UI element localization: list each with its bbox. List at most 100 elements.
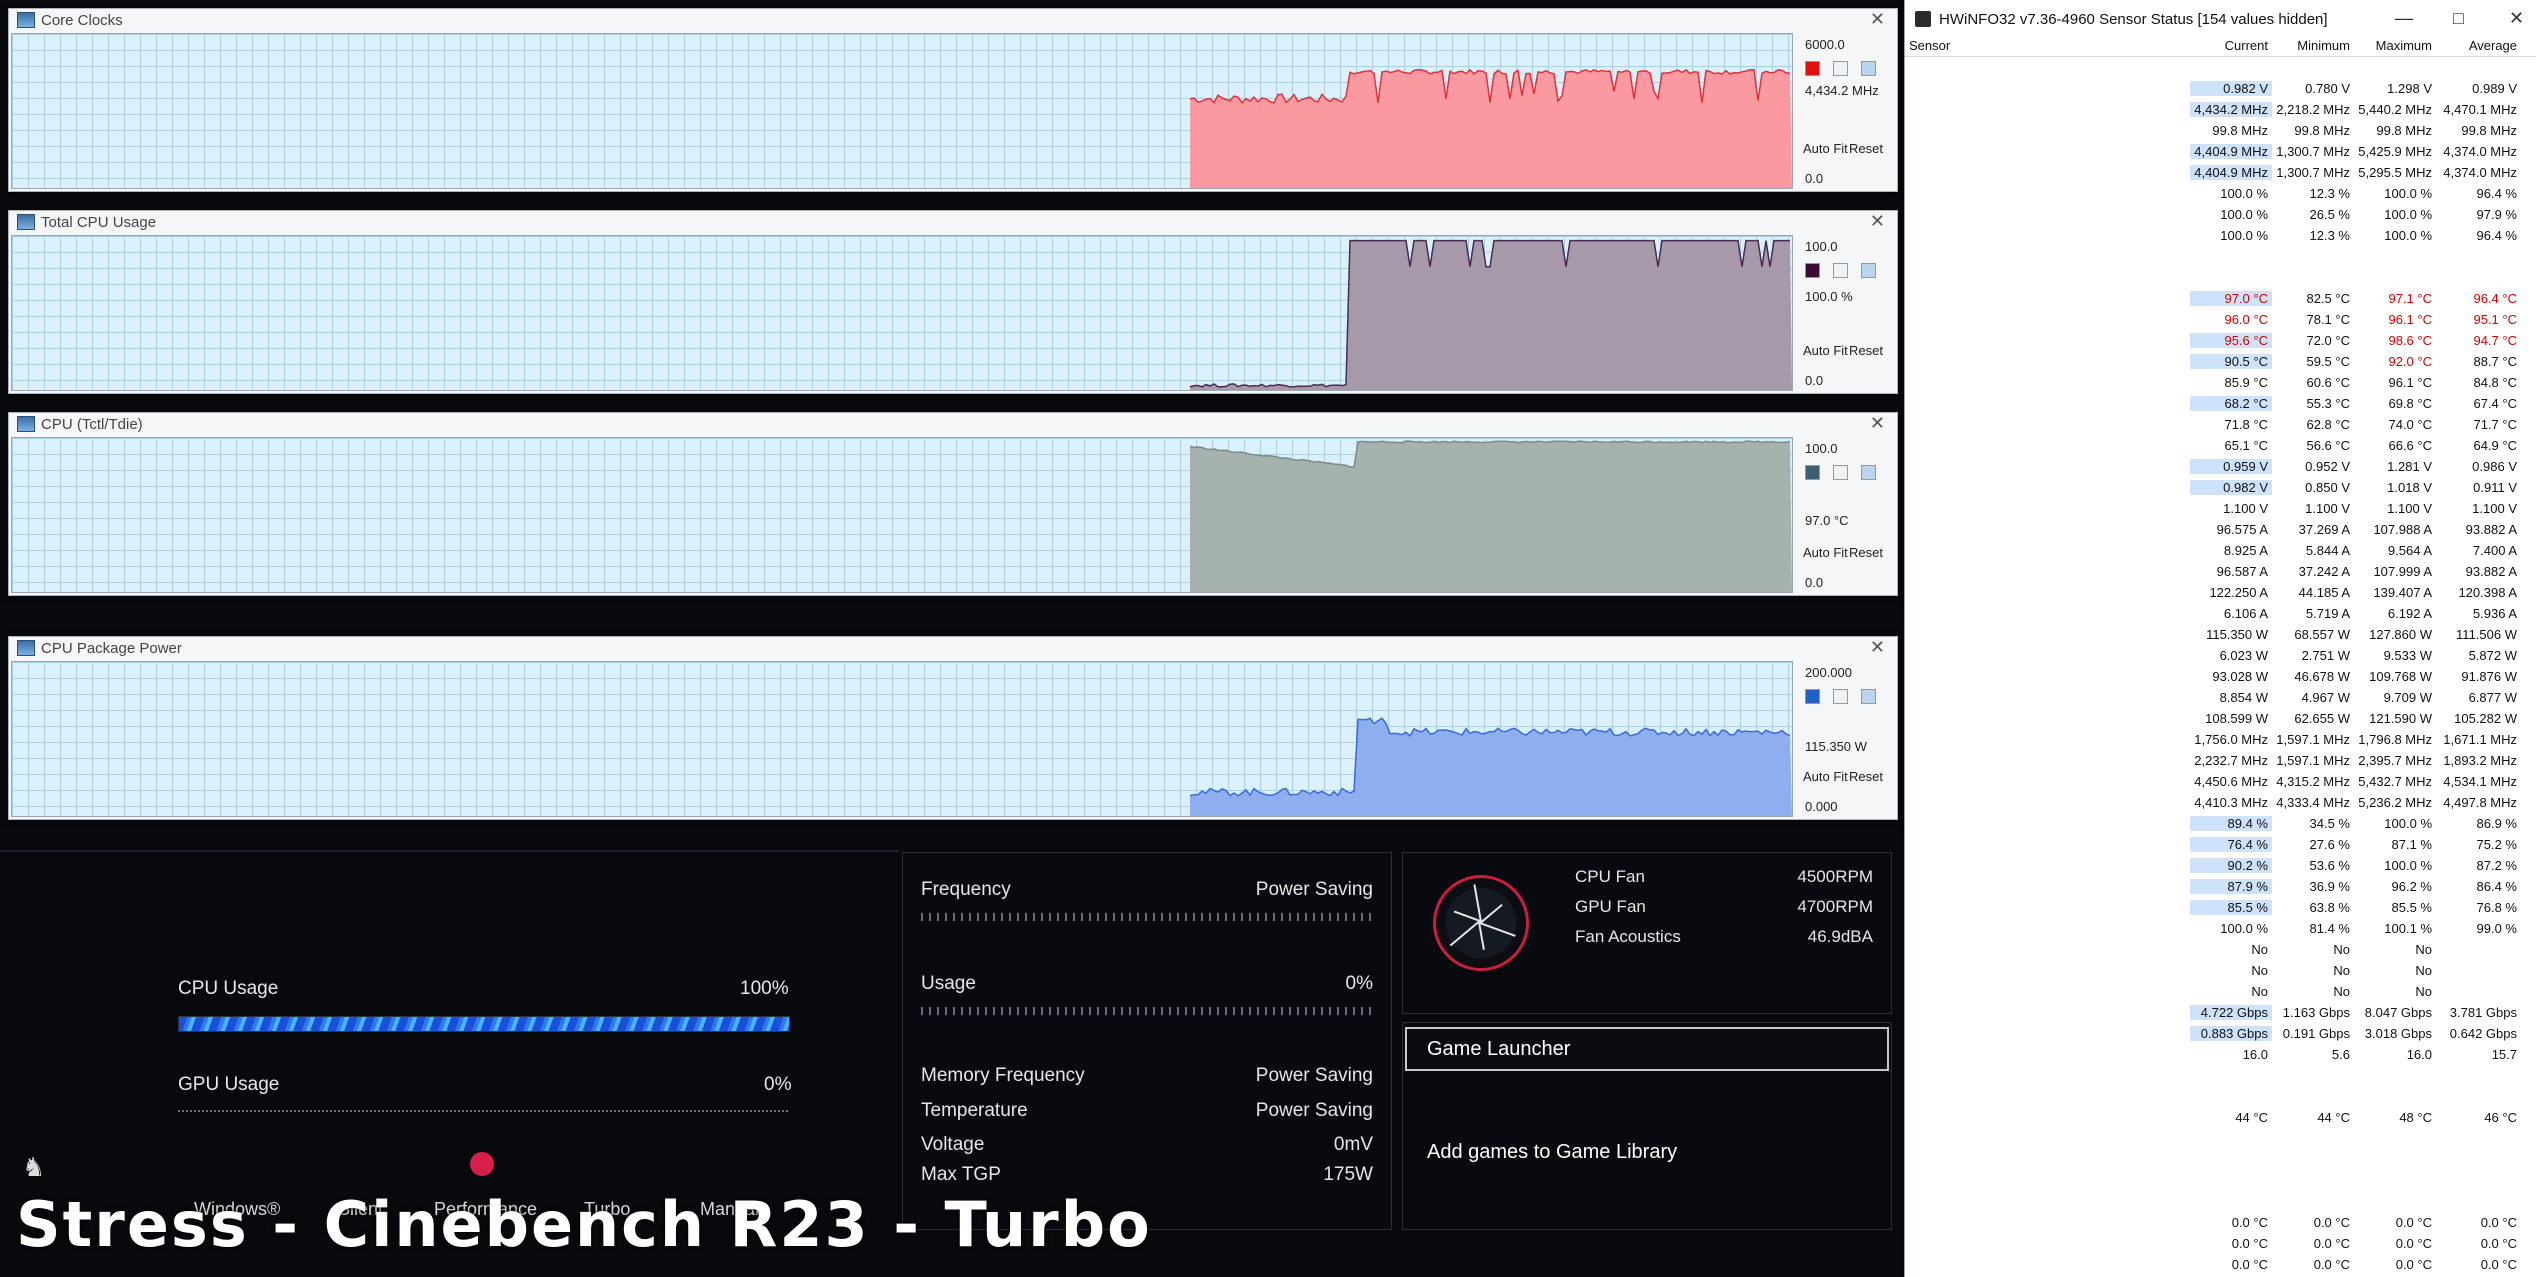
graph-titlebar[interactable]: Core Clocks ✕ [9, 9, 1897, 31]
graph-window[interactable]: Total CPU Usage ✕ 100.0 100.0 % Auto Fit Rese… [8, 210, 1898, 394]
sensor-row[interactable]: Memory Controller Clock (UCLK)2,232.7 MH… [1905, 750, 2536, 771]
close-icon[interactable]: ✕ [1869, 9, 1885, 29]
sensor-row[interactable]: ❯Core VIDs0.982 V0.780 V1.298 V0.989 V [1905, 78, 2536, 99]
auto-fit-button[interactable]: Auto Fit [1803, 141, 1848, 156]
series-color-swatch[interactable] [1805, 61, 1820, 76]
sensor-row[interactable]: CPU IOD Hotspot71.8 °C62.8 °C74.0 °C71.7… [1905, 414, 2536, 435]
sensor-row[interactable]: CPU IOD Average65.1 °C56.6 °C66.6 °C64.9… [1905, 435, 2536, 456]
sensor-row[interactable]: ❯Core Effective Clocks4,404.9 MHz1,300.7… [1905, 141, 2536, 162]
sensor-row[interactable]: CPU EDC Limit76.4 %27.6 %87.1 %75.2 % [1905, 834, 2536, 855]
sensor-row[interactable]: CPU SoC Power (SVI3 TFN)8.854 W4.967 W9.… [1905, 687, 2536, 708]
auto-fit-button[interactable]: Auto Fit [1803, 343, 1848, 358]
mode-performance[interactable]: Performance [434, 1199, 538, 1219]
sensor-list[interactable]: ❮CPU [#0]: AMD Ryzen 9 7945HX❯Core VIDs0… [1905, 57, 2536, 1275]
column-sensor[interactable]: Sensor [1909, 38, 1951, 53]
sensor-row[interactable]: CPU PPT SLOW Limit87.9 %36.9 %96.2 %86.4… [1905, 876, 2536, 897]
sensor-row[interactable]: CPU VDDCR_VDD Voltage (SVI3 TFN)0.959 V0… [1905, 456, 2536, 477]
swatch-white-icon[interactable] [1833, 465, 1848, 480]
graph-titlebar[interactable]: CPU Package Power ✕ [9, 637, 1897, 659]
sensor-row[interactable]: ❯Core Powers6.023 W2.751 W9.533 W5.872 W [1905, 645, 2536, 666]
sensor-row[interactable]: GPU Hot Spot Temperature0.0 °C0.0 °C0.0 … [1905, 1254, 2536, 1275]
swatch-blue-icon[interactable] [1861, 61, 1876, 76]
sensor-row[interactable]: Average Active Core Count16.05.616.015.7 [1905, 1044, 2536, 1065]
series-color-swatch[interactable] [1805, 689, 1820, 704]
mode-turbo[interactable]: Turbo [584, 1199, 631, 1219]
sensor-row[interactable]: ❯Core Temperatures85.9 °C60.6 °C96.1 °C8… [1905, 372, 2536, 393]
column-maximum[interactable]: Maximum [2375, 38, 2432, 53]
swatch-blue-icon[interactable] [1861, 465, 1876, 480]
close-icon[interactable]: ✕ [1869, 413, 1885, 433]
sensor-group-row[interactable]: ❮GPU [#0]: NVIDIA GeForce RTX 4090 L... [1905, 1191, 2536, 1212]
minimize-icon[interactable]: — [2395, 8, 2413, 28]
mode-manual[interactable]: Manual [700, 1199, 760, 1219]
swatch-blue-icon[interactable] [1861, 689, 1876, 704]
swatch-white-icon[interactable] [1833, 689, 1848, 704]
sensor-row[interactable]: CPU CCD1 (Tdie)95.6 °C72.0 °C98.6 °C94.7… [1905, 330, 2536, 351]
sensor-row[interactable]: Frequency Limit - Global4,410.3 MHz4,333… [1905, 792, 2536, 813]
graph-titlebar[interactable]: Total CPU Usage ✕ [9, 211, 1897, 233]
column-average[interactable]: Average [2468, 38, 2517, 53]
maximize-icon[interactable]: □ [2453, 8, 2464, 28]
sensor-row[interactable]: Infinity Fabric Clock (FCLK)1,756.0 MHz1… [1905, 729, 2536, 750]
sensor-row[interactable]: CPU Core Power (SVI3 TFN)93.028 W46.678 … [1905, 666, 2536, 687]
sensor-row[interactable]: CPU CCD2 (Tdie)90.5 °C59.5 °C92.0 °C88.7… [1905, 351, 2536, 372]
reset-button[interactable]: Reset [1849, 141, 1883, 156]
series-color-swatch[interactable] [1805, 263, 1820, 278]
reset-button[interactable]: Reset [1849, 343, 1883, 358]
graph-window[interactable]: Core Clocks ✕ 6000.0 4,434.2 MHz Auto Fit Res… [8, 8, 1898, 192]
graph-window[interactable]: CPU (Tctl/Tdie) ✕ 100.0 97.0 °C Auto Fit Rese… [8, 412, 1898, 596]
sensor-row[interactable]: GPU Memory Junction Temperature0.0 °C0.0… [1905, 1233, 2536, 1254]
sensor-row[interactable]: CPU Package Power115.350 W68.557 W127.86… [1905, 624, 2536, 645]
sensor-row[interactable]: CPU Die (average)96.0 °C78.1 °C96.1 °C95… [1905, 309, 2536, 330]
sensor-row[interactable]: CPU (Tctl/Tdie)97.0 °C82.5 °C97.1 °C96.4… [1905, 288, 2536, 309]
sensor-row[interactable]: CPU VDDCR_SOC Voltage (SVI3 TFN)0.982 V0… [1905, 477, 2536, 498]
column-current[interactable]: Current [2224, 38, 2268, 53]
sensor-group-row[interactable]: ❮CPU [#0]: AMD Ryzen 9 7945HX [1905, 57, 2536, 78]
mode-windows[interactable]: Windows® [194, 1199, 281, 1219]
series-color-swatch[interactable] [1805, 465, 1820, 480]
sensor-row[interactable]: Thermal Limit100.0 %81.4 %100.1 %99.0 % [1905, 918, 2536, 939]
close-icon[interactable]: ✕ [1869, 637, 1885, 657]
sensor-row[interactable]: CPU TDC Limit89.4 %34.5 %100.0 %86.9 % [1905, 813, 2536, 834]
reset-button[interactable]: Reset [1849, 545, 1883, 560]
close-icon[interactable]: ✕ [2509, 8, 2525, 28]
swatch-blue-icon[interactable] [1861, 263, 1876, 278]
auto-fit-button[interactable]: Auto Fit [1803, 769, 1848, 784]
auto-fit-button[interactable]: Auto Fit [1803, 545, 1848, 560]
sensor-row[interactable]: CPU VDD_MISC Voltage (SVI3 TFN)1.100 V1.… [1905, 498, 2536, 519]
sensor-row[interactable]: CPU Core Current (SVI3 TFN)96.575 A37.26… [1905, 519, 2536, 540]
sensor-row[interactable]: SoC Current (SVI3 TFN)8.925 A5.844 A9.56… [1905, 540, 2536, 561]
reset-button[interactable]: Reset [1849, 769, 1883, 784]
sensor-row[interactable]: CPU PPT FAST Limit90.2 %53.6 %100.0 %87.… [1905, 855, 2536, 876]
close-icon[interactable]: ✕ [1869, 211, 1885, 231]
sensor-row[interactable]: Core+SoC+MISC Power (SVI3 TFN)108.599 W6… [1905, 708, 2536, 729]
sensor-row[interactable]: ❯L3 Temperatures68.2 °C55.3 °C69.8 °C67.… [1905, 393, 2536, 414]
bell-icon[interactable]: ♞ [22, 1152, 46, 1182]
swatch-white-icon[interactable] [1833, 263, 1848, 278]
sensor-row[interactable]: APU STAPM Limit85.5 %63.8 %85.5 %76.8 % [1905, 897, 2536, 918]
sensor-row[interactable]: MISC Current (SVI3 TFN)6.106 A5.719 A6.1… [1905, 603, 2536, 624]
graph-titlebar[interactable]: CPU (Tctl/Tdie) ✕ [9, 413, 1897, 435]
graph-window[interactable]: CPU Package Power ✕ 200.000 115.350 W Auto F… [8, 636, 1898, 820]
sensor-row[interactable]: Drive Temperature44 °C44 °C48 °C46 °C [1905, 1107, 2536, 1128]
game-launcher-button[interactable]: Game Launcher [1405, 1027, 1889, 1071]
sensor-row[interactable]: GPU Temperature0.0 °C0.0 °C0.0 °C0.0 °C [1905, 1212, 2536, 1233]
sensor-row[interactable]: Average Effective Clock4,404.9 MHz1,300.… [1905, 162, 2536, 183]
sensor-group-row[interactable]: ❮CPU [#0]: AMD Ryzen 9 7945HX: Enha... [1905, 267, 2536, 288]
sensor-group-row[interactable]: ❯GPU [#1]: AMD Radeon: [1905, 1149, 2536, 1170]
swatch-white-icon[interactable] [1833, 61, 1848, 76]
sensor-group-row[interactable]: ❮S.M.A.R.T.: SAMSUNG MZVL21T0HCLR... [1905, 1086, 2536, 1107]
